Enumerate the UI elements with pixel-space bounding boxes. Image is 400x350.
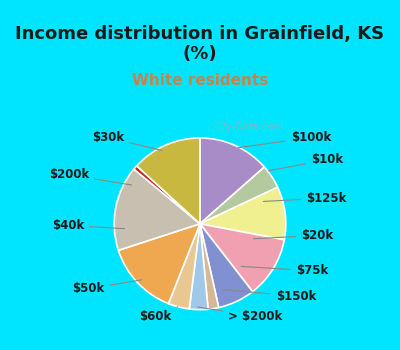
Wedge shape: [200, 224, 284, 292]
Text: $20k: $20k: [253, 229, 333, 242]
Text: $40k: $40k: [52, 219, 124, 232]
Wedge shape: [168, 224, 200, 309]
Text: $100k: $100k: [238, 131, 331, 148]
Wedge shape: [200, 224, 252, 308]
Text: $150k: $150k: [223, 289, 316, 302]
Text: White residents: White residents: [132, 73, 268, 88]
Wedge shape: [200, 187, 286, 240]
Wedge shape: [200, 224, 219, 309]
Wedge shape: [200, 138, 264, 224]
Text: $75k: $75k: [241, 264, 328, 277]
Text: $30k: $30k: [92, 131, 162, 150]
Text: $60k: $60k: [140, 307, 178, 323]
Text: $125k: $125k: [263, 191, 346, 205]
Wedge shape: [114, 169, 200, 250]
Text: City-Data.com: City-Data.com: [214, 122, 283, 132]
Text: $50k: $50k: [72, 280, 142, 295]
Text: $200k: $200k: [49, 168, 132, 185]
Wedge shape: [134, 166, 200, 224]
Text: Income distribution in Grainfield, KS
(%): Income distribution in Grainfield, KS (%…: [16, 25, 384, 63]
Wedge shape: [200, 167, 278, 224]
Text: $10k: $10k: [268, 153, 343, 171]
Wedge shape: [189, 224, 208, 310]
Wedge shape: [118, 224, 200, 303]
Text: > $200k: > $200k: [198, 307, 282, 323]
Wedge shape: [137, 138, 200, 224]
